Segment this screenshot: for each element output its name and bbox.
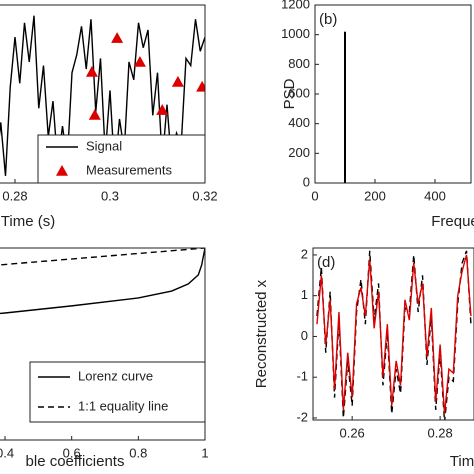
axes-frame bbox=[0, 247, 206, 441]
x-tick-label: 0.8 bbox=[129, 445, 147, 460]
legend-label: Signal bbox=[86, 138, 122, 153]
measurement-marker bbox=[196, 80, 205, 92]
x-tick-label: 0.28 bbox=[427, 425, 452, 440]
measurement-marker bbox=[85, 65, 98, 77]
x-tick-label: 0.6 bbox=[63, 445, 81, 460]
y-tick-label: -1 bbox=[296, 369, 308, 384]
measurement-marker bbox=[133, 55, 146, 67]
panel-label: (b) bbox=[319, 11, 337, 28]
measurement-marker bbox=[156, 104, 169, 115]
y-tick-label: 200 bbox=[288, 145, 310, 160]
x-tick-label: 0.28 bbox=[2, 188, 27, 203]
plot-area bbox=[0, 15, 205, 176]
y-tick-label: 0 bbox=[303, 174, 310, 189]
plot-area bbox=[0, 248, 205, 315]
legend-label: 1:1 equality line bbox=[78, 398, 168, 413]
x-axis-label: Time (s) bbox=[1, 213, 55, 230]
measurement-marker bbox=[111, 32, 124, 43]
line bbox=[0, 15, 205, 176]
axes-frame bbox=[314, 4, 472, 184]
y-tick-label: 0 bbox=[301, 328, 308, 343]
x-axis-label: Tim bbox=[450, 453, 474, 470]
x-tick-label: 400 bbox=[424, 188, 446, 203]
legend-label: Measurements bbox=[86, 162, 172, 177]
plot-area bbox=[344, 31, 346, 183]
measurement-marker bbox=[88, 109, 101, 120]
y-tick-label: 400 bbox=[288, 115, 310, 130]
x-tick-label: 0 bbox=[311, 188, 318, 203]
y-tick-label: -2 bbox=[296, 409, 308, 424]
y-tick-label: 1000 bbox=[281, 26, 310, 41]
x-tick-label: 0.3 bbox=[101, 188, 119, 203]
bar bbox=[344, 31, 346, 183]
plot-area bbox=[316, 250, 472, 420]
measurement-marker bbox=[171, 75, 184, 87]
axes-frame bbox=[312, 247, 474, 421]
legend-box bbox=[29, 361, 206, 423]
y-axis-label: PSD bbox=[281, 78, 298, 109]
legend-label: Lorenz curve bbox=[78, 368, 153, 383]
legend-swatch bbox=[56, 165, 68, 176]
y-axis-label: Reconstructed x bbox=[253, 279, 270, 388]
x-tick-label: 0.32 bbox=[192, 188, 217, 203]
y-tick-label: 1200 bbox=[281, 0, 310, 11]
panel-label: (d) bbox=[317, 254, 335, 271]
y-tick-label: 800 bbox=[288, 56, 310, 71]
line bbox=[0, 248, 205, 266]
y-tick-label: 1 bbox=[301, 287, 308, 302]
line bbox=[316, 254, 472, 414]
x-tick-label: 200 bbox=[364, 188, 386, 203]
line bbox=[0, 248, 205, 315]
y-tick-label: 2 bbox=[301, 246, 308, 261]
x-axis-label: ble coefficients bbox=[26, 453, 125, 470]
x-axis-label: Freque bbox=[431, 213, 474, 230]
x-tick-label: 0.4 bbox=[0, 445, 14, 460]
x-tick-label: 1 bbox=[201, 445, 208, 460]
y-tick-label: 600 bbox=[288, 85, 310, 100]
x-tick-label: 0.26 bbox=[339, 425, 364, 440]
